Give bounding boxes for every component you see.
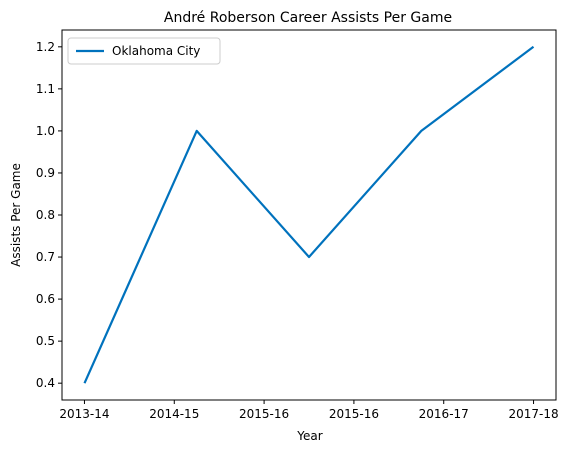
x-tick-label: 2013-14 xyxy=(59,407,109,421)
chart-title: André Roberson Career Assists Per Game xyxy=(164,10,452,26)
x-axis-label: Year xyxy=(296,429,322,443)
x-tick-label: 2015-16 xyxy=(239,407,289,421)
plot-area: 0.4 0.5 0.6 0.7 0.8 0.9 1.0 1.1 1.2 2013-14 2014-1… xyxy=(36,30,559,421)
legend-label: Oklahoma City xyxy=(112,44,200,58)
y-axis-label: Assists Per Game xyxy=(9,163,23,267)
x-tick-label: 2015-16 xyxy=(329,407,379,421)
y-tick-label: 0.4 xyxy=(36,376,55,390)
x-tick-label: 2016-17 xyxy=(419,407,469,421)
y-tick-label: 0.7 xyxy=(36,250,55,264)
y-tick-label: 0.5 xyxy=(36,334,55,348)
x-tick-label: 2017-18 xyxy=(508,407,558,421)
y-tick-label: 0.8 xyxy=(36,208,55,222)
y-tick-label: 1.0 xyxy=(36,124,55,138)
legend: Oklahoma City xyxy=(68,38,220,64)
y-tick-label: 0.6 xyxy=(36,292,55,306)
y-tick-label: 0.9 xyxy=(36,166,55,180)
y-tick-label: 1.1 xyxy=(36,82,55,96)
series-line-0 xyxy=(85,47,534,383)
y-tick-label: 1.2 xyxy=(36,40,55,54)
x-tick-label: 2014-15 xyxy=(149,407,199,421)
